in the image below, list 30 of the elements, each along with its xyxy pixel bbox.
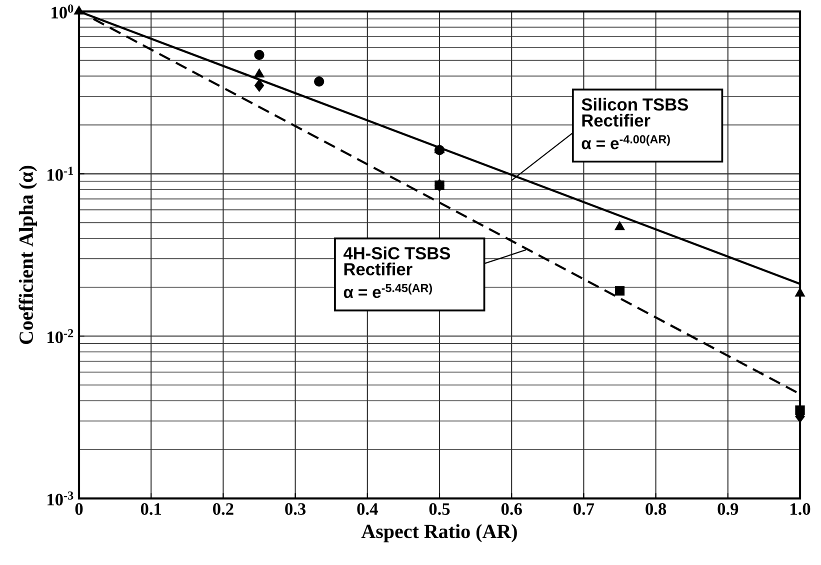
x-tick-label: 0.3: [285, 502, 306, 515]
x-axis-title: Aspect Ratio (AR): [361, 524, 517, 542]
y-tick-label: 10$^{-1}$: [48, 166, 73, 181]
y-tick-label: 10$^{-2}$: [48, 328, 74, 343]
point: [795, 405, 805, 415]
y-axis-title: Coefficient Alpha (α): [18, 166, 38, 344]
x-tick-label: 0.5: [429, 502, 450, 515]
point: [434, 180, 444, 190]
point: [614, 286, 625, 296]
x-tick-label: 0.9: [718, 502, 738, 515]
annotation: α = e$^{-4.00(AR)}$: [582, 134, 670, 150]
x-tick-label: 0.4: [357, 502, 378, 515]
point: [74, 5, 84, 14]
x-tick-label: 0.6: [501, 502, 522, 515]
x-tick-label: 1.0: [790, 502, 810, 515]
y-tick-label: 10$^{0}$: [52, 4, 74, 18]
point: [254, 50, 264, 60]
point: [614, 220, 625, 230]
annotation: 4H-SiC TSBS Rectifier: [343, 246, 450, 276]
point: [254, 78, 264, 92]
y-tick-label: 10$^{-3}$: [48, 491, 74, 506]
x-tick-label: 0.7: [574, 502, 594, 515]
x-tick-label: 0: [75, 502, 83, 515]
point: [254, 68, 264, 78]
point: [314, 76, 324, 86]
x-tick-label: 0.1: [140, 502, 162, 515]
x-tick-label: 0.2: [213, 502, 234, 515]
annotation: α = e$^{-5.45(AR)}$: [344, 283, 432, 298]
annotation: Silicon TSBS Rectifier: [582, 98, 688, 126]
x-tick-label: 0.8: [646, 502, 666, 515]
